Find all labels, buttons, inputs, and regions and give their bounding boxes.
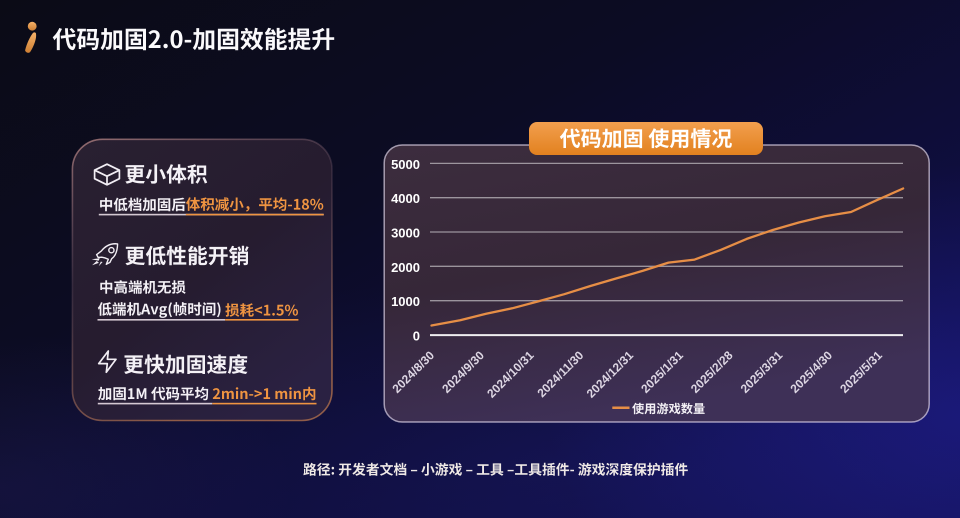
svg-text:4000: 4000 (391, 191, 420, 206)
svg-text:0: 0 (413, 329, 420, 344)
svg-text:2000: 2000 (391, 260, 420, 275)
svg-text:1000: 1000 (391, 294, 420, 309)
svg-text:3000: 3000 (391, 226, 420, 241)
svg-text:5000: 5000 (391, 157, 420, 172)
